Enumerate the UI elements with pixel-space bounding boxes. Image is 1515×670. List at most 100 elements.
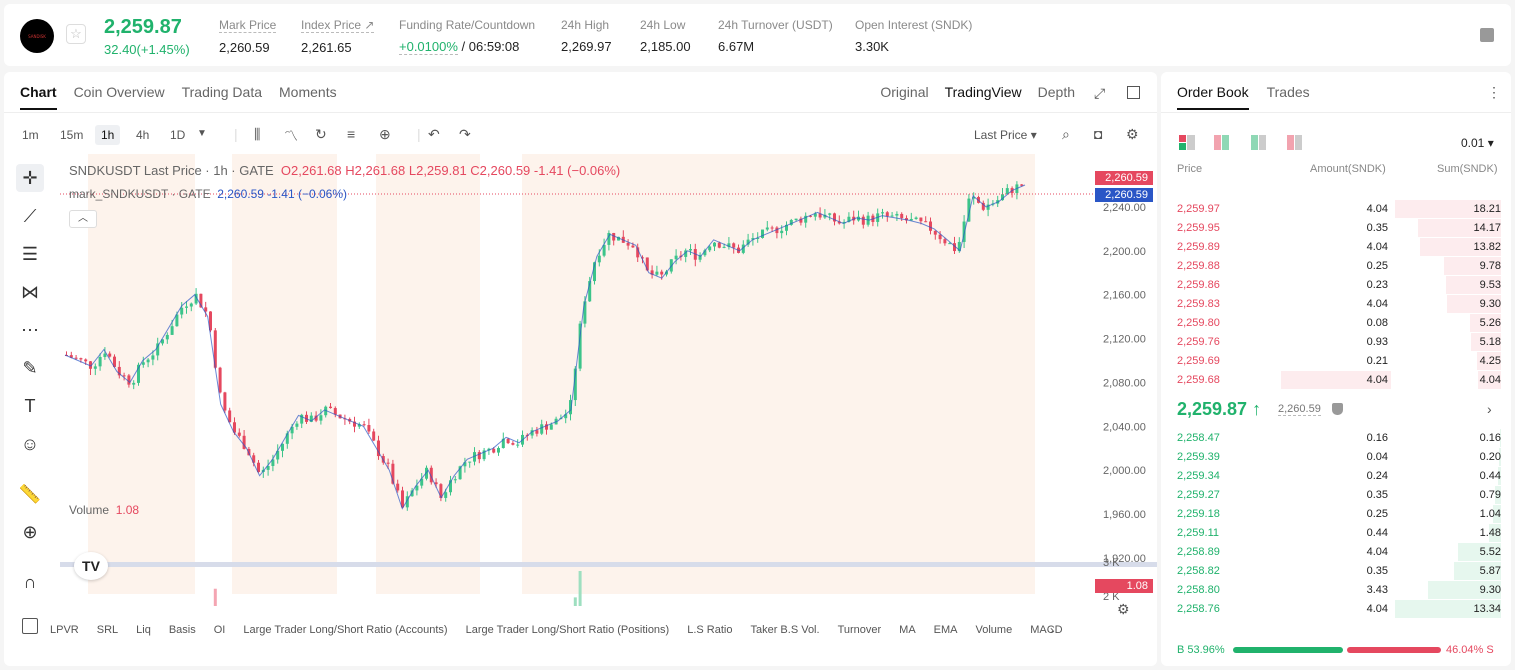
expand-icon[interactable]: ⤢ [1094,85,1106,101]
tf-1h[interactable]: 1h [95,125,121,145]
orderbook-row[interactable]: 2,258.47 0.16 0.16 [1161,429,1511,448]
ticker-bar: SANDISK ☆ 2,259.87 32.40(+1.45%) Mark Pr… [4,4,1511,66]
price-source-select[interactable]: Last Price ▾ [974,128,1037,142]
orderbook-row[interactable]: 2,259.97 4.04 18.21 [1161,200,1511,219]
collapse-legend-button[interactable]: ︿ [69,210,97,228]
tab-chart[interactable]: Chart [20,84,57,110]
orderbook-row[interactable]: 2,259.68 4.04 4.04 [1161,371,1511,390]
orderbook-row[interactable]: 2,259.80 0.08 5.26 [1161,314,1511,333]
amount-bar [1281,371,1391,389]
mode-both-icon[interactable] [1179,135,1195,151]
indicator-7[interactable]: L.S Ratio [687,624,733,636]
tf-1m[interactable]: 1m [22,128,39,142]
tab-coin-overview[interactable]: Coin Overview [73,84,165,100]
orderbook-row[interactable]: 2,259.86 0.23 9.53 [1161,276,1511,295]
tab-moments[interactable]: Moments [279,84,337,100]
orderbook-row[interactable]: 2,259.39 0.04 0.20 [1161,448,1511,467]
orderbook-row[interactable]: 2,258.89 4.04 5.52 [1161,543,1511,562]
orderbook-row[interactable]: 2,259.69 0.21 4.25 [1161,352,1511,371]
indicators-icon[interactable]: 〽 [284,128,298,144]
orderbook-row[interactable]: 2,258.82 0.35 5.87 [1161,562,1511,581]
zoom-icon[interactable]: ⊕ [22,522,38,542]
tick-size-select[interactable]: 0.01 ▾ [1461,136,1494,150]
horizontal-lines-icon[interactable]: ☰ [21,244,39,264]
chevron-right-icon[interactable]: › [1050,623,1054,637]
undo-icon[interactable]: ↶ [428,126,440,142]
mode-both-alt-icon[interactable] [1214,135,1230,151]
view-original[interactable]: Original [880,84,929,100]
orderbook-row[interactable]: 2,259.18 0.25 1.04 [1161,505,1511,524]
mode-bids-icon[interactable] [1251,135,1267,151]
tf-1d[interactable]: 1D [170,128,186,142]
mode-asks-icon[interactable] [1287,135,1303,151]
chevron-down-icon[interactable]: ▼ [197,128,207,139]
volume-badge: 1.08 [1095,579,1153,593]
book-icon[interactable] [1480,28,1494,42]
indicator-6[interactable]: Large Trader Long/Short Ratio (Positions… [465,624,670,636]
more-icon[interactable]: ⋮ [1487,84,1501,100]
favorite-star-icon[interactable]: ☆ [66,24,86,44]
indicator-12[interactable]: Volume [975,624,1013,636]
orderbook-row[interactable]: 2,259.11 0.44 1.48 [1161,524,1511,543]
orderbook-row[interactable]: 2,259.89 4.04 13.82 [1161,238,1511,257]
crosshair-icon[interactable]: ✛ [16,164,44,192]
tf-15m[interactable]: 15m [60,128,84,142]
indicator-0[interactable]: LPVR [50,624,79,636]
magnet-icon[interactable]: ∩ [23,572,37,592]
orderbook-row[interactable]: 2,259.27 0.35 0.79 [1161,486,1511,505]
window-icon[interactable] [1127,86,1140,99]
orderbook-row[interactable]: 2,259.95 0.35 14.17 [1161,219,1511,238]
search-icon[interactable]: ⌕ [1062,126,1070,142]
candle [386,462,390,464]
orderbook-row[interactable]: 2,259.76 0.93 5.18 [1161,333,1511,352]
fib-icon[interactable]: ⋯ [21,320,39,340]
text-icon[interactable]: T [24,396,36,416]
indicator-11[interactable]: EMA [933,624,958,636]
pattern-icon[interactable]: ⋈ [21,282,39,302]
candle [290,426,294,434]
brush-icon[interactable]: ✎ [22,358,38,378]
indicator-10[interactable]: MA [899,624,916,636]
indicator-5[interactable]: Large Trader Long/Short Ratio (Accounts) [243,624,448,636]
view-tradingview[interactable]: TradingView [944,84,1022,100]
indicators-toggle-icon[interactable] [22,618,38,634]
emoji-icon[interactable]: ☺ [20,434,40,454]
add-alert-icon[interactable]: ⊕ [379,126,391,142]
tab-order-book[interactable]: Order Book [1177,84,1249,110]
stat-index-price[interactable]: Index Price ↗ 2,261.65 [301,18,375,55]
depth-bar [1471,333,1501,351]
sum-cell: 1.04 [1479,508,1501,520]
ruler-icon[interactable]: 📏 [18,484,42,504]
compare-icon[interactable]: ↻ [315,126,327,142]
indicator-2[interactable]: Liq [136,624,151,636]
price-chart[interactable]: 2,240.00 2,200.00 2,160.00 2,120.00 2,080.00… [60,154,1157,606]
chart-settings-icon[interactable]: ⚙ [1117,601,1130,617]
orderbook-row[interactable]: 2,258.76 4.04 13.34 [1161,600,1511,619]
orderbook-row[interactable]: 2,258.80 3.43 9.30 [1161,581,1511,600]
tf-4h[interactable]: 4h [136,128,150,142]
candle-type-icon[interactable]: ⫼ [254,126,261,142]
view-depth[interactable]: Depth [1037,84,1075,100]
indicator-1[interactable]: SRL [96,624,119,636]
settings-list-icon[interactable]: ≡ [347,126,356,142]
trend-line-icon[interactable]: ⟋ [23,206,37,226]
redo-icon[interactable]: ↷ [459,126,471,142]
tab-trading-data[interactable]: Trading Data [181,84,263,100]
tab-trades[interactable]: Trades [1266,84,1310,100]
indicator-3[interactable]: Basis [168,624,196,636]
gear-icon[interactable]: ⚙ [1126,126,1139,142]
candle [401,490,404,508]
orderbook-row[interactable]: 2,259.88 0.25 9.78 [1161,257,1511,276]
candle [458,466,462,480]
chevron-right-icon[interactable]: › [1487,401,1492,417]
indicator-9[interactable]: Turnover [837,624,882,636]
candle [237,432,241,436]
orderbook-row[interactable]: 2,259.83 4.04 9.30 [1161,295,1511,314]
camera-icon[interactable]: ◘ [1094,126,1103,142]
indicator-4[interactable]: OI [213,624,226,636]
indicator-8[interactable]: Taker B.S Vol. [750,624,820,636]
indicator-13[interactable]: MACD [1030,624,1063,636]
orderbook-row[interactable]: 2,259.34 0.24 0.44 [1161,467,1511,486]
last-price-badge: 2,260.59 [1095,171,1153,185]
candle [785,224,788,231]
